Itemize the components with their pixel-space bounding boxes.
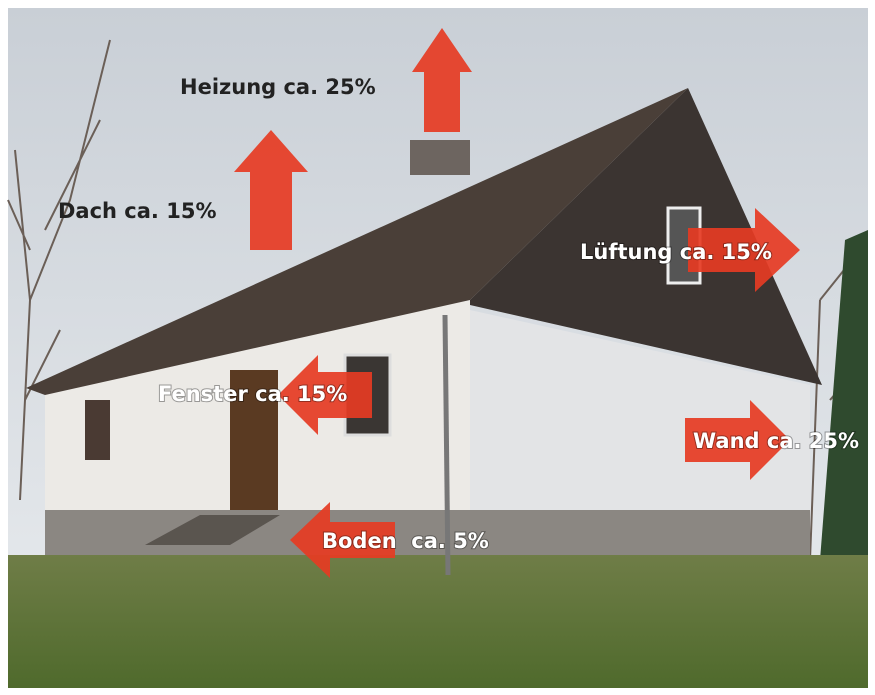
chimney [410,140,470,175]
label: Lüftung ca. 15% [580,240,772,264]
label: Boden ca. 5% [322,529,489,553]
label: Dach ca. 15% [58,199,216,223]
label: Fenster ca. 15% [158,382,347,406]
page: Heizung ca. 25% Dach ca. 15% Lüftung ca.… [0,0,875,695]
photo: Heizung ca. 25% Dach ca. 15% Lüftung ca.… [0,0,875,695]
window [85,400,110,460]
label: Wand ca. 25% [693,429,859,453]
label: Heizung ca. 25% [180,75,376,99]
lawn [8,555,868,688]
